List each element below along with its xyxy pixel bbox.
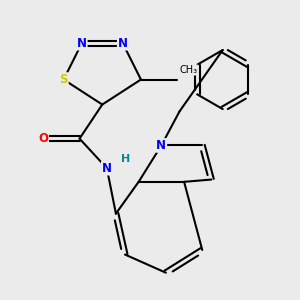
Text: N: N xyxy=(102,162,112,175)
Text: N: N xyxy=(118,37,128,50)
Text: S: S xyxy=(59,73,68,86)
Text: CH₃: CH₃ xyxy=(179,65,198,75)
Text: N: N xyxy=(77,37,87,50)
Text: O: O xyxy=(38,132,48,145)
Text: N: N xyxy=(156,139,167,152)
Text: H: H xyxy=(121,154,130,164)
